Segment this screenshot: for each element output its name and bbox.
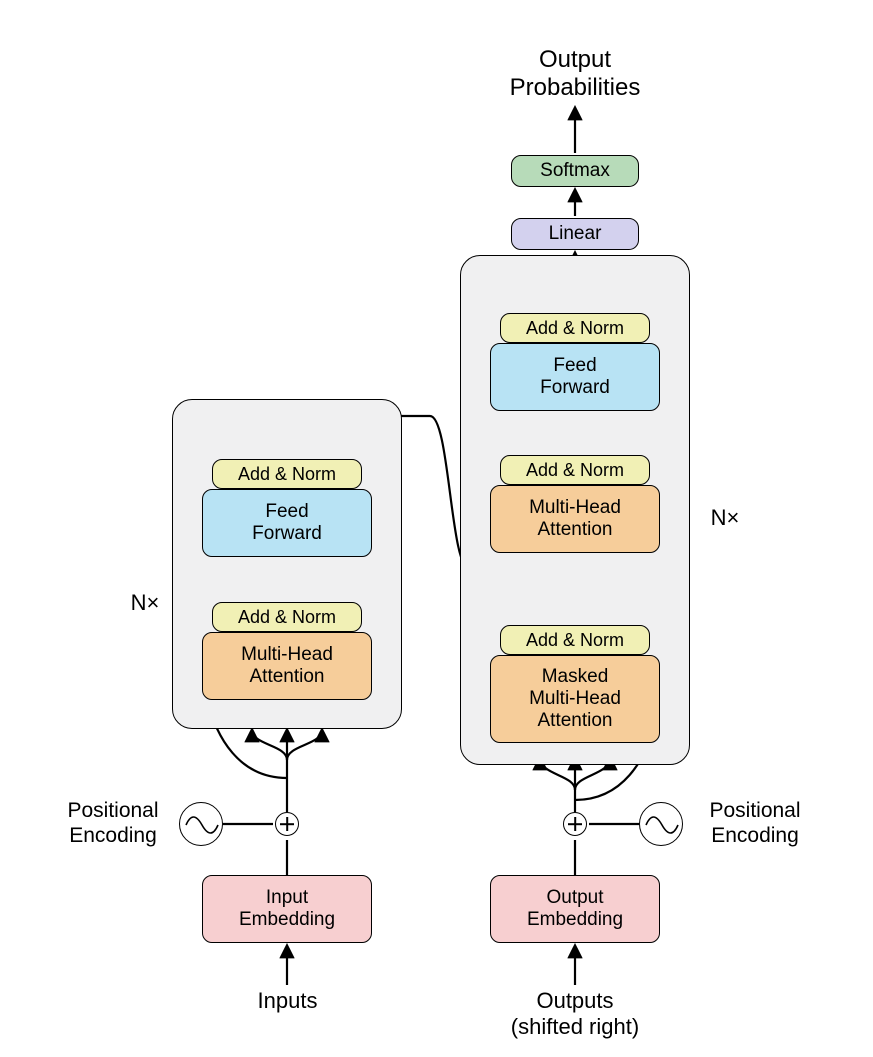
- nx-right-label: N×: [700, 505, 750, 531]
- encoder-ffn-block: Feed Forward: [202, 489, 372, 557]
- input-embedding-block: Input Embedding: [202, 875, 372, 943]
- decoder-masked-mha-block: Masked Multi-Head Attention: [490, 655, 660, 743]
- decoder-ffn-block: Feed Forward: [490, 343, 660, 411]
- add-icon-left: [275, 812, 299, 836]
- outputs-label-1: Outputs: [500, 988, 650, 1014]
- inputs-label: Inputs: [230, 988, 345, 1014]
- decoder-addnorm-1-block: Add & Norm: [500, 625, 650, 655]
- encoder-addnorm-1-block: Add & Norm: [212, 602, 362, 632]
- outputs-label-2: (shifted right): [500, 1014, 650, 1040]
- add-icon-right: [563, 812, 587, 836]
- positional-encoding-icon-right: [639, 802, 683, 846]
- pe-label-left: Positional Encoding: [48, 798, 178, 848]
- linear-block: Linear: [511, 218, 639, 250]
- diagram-canvas: Input Embedding Output Embedding Multi-H…: [0, 0, 873, 1057]
- pe-label-right: Positional Encoding: [690, 798, 820, 848]
- encoder-mha-block: Multi-Head Attention: [202, 632, 372, 700]
- positional-encoding-icon-left: [179, 802, 223, 846]
- softmax-block: Softmax: [511, 155, 639, 187]
- decoder-mha-block: Multi-Head Attention: [490, 485, 660, 553]
- output-prob-label-2: Probabilities: [490, 74, 660, 103]
- decoder-addnorm-3-block: Add & Norm: [500, 313, 650, 343]
- nx-left-label: N×: [120, 590, 170, 616]
- encoder-addnorm-2-block: Add & Norm: [212, 459, 362, 489]
- output-embedding-block: Output Embedding: [490, 875, 660, 943]
- output-prob-label-1: Output: [490, 46, 660, 75]
- decoder-addnorm-2-block: Add & Norm: [500, 455, 650, 485]
